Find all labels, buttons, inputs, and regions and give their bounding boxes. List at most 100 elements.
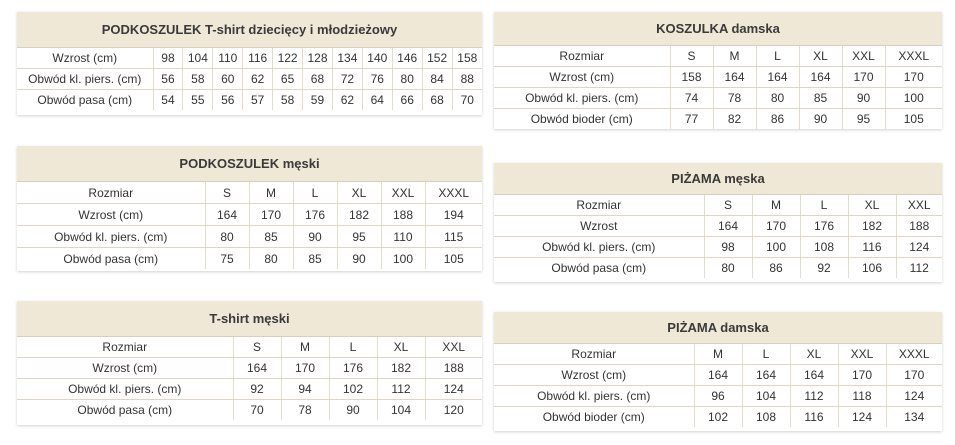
table-cell: 85 [292, 247, 337, 269]
table-cell: 74 [669, 87, 713, 109]
table-row: Obwód pasa (cm) 75 80 85 90 100 105 [17, 247, 482, 269]
table-cell: XL [376, 337, 425, 358]
size-table-title: PODKOSZULEK męski [17, 146, 482, 182]
size-table-pizama-damska: PIŻAMA damska Rozmiar M L XL XXL XXXL Wzrost (… [494, 312, 942, 431]
table-cell: 120 [424, 399, 482, 420]
table-cell: 170 [280, 357, 329, 379]
table-cell: 77 [669, 108, 713, 129]
table-cell: 100 [751, 236, 800, 258]
table-cell: 182 [376, 357, 425, 379]
table-cell: S [703, 195, 752, 216]
table-cell: 182 [336, 203, 381, 226]
table-cell: 124 [895, 236, 942, 258]
table-cell: XXXL [424, 182, 482, 204]
table-cell: 134 [885, 406, 942, 427]
table-cell: 170 [837, 364, 886, 386]
table-cell: XXXL [885, 344, 942, 365]
table-row: Obwód kl. piers. (cm) 80 85 90 95 110 115 [17, 225, 482, 248]
table-cell: XL [798, 46, 842, 67]
table-cell: 128 [302, 48, 333, 69]
table-cell: 176 [328, 357, 377, 379]
row-label: Obwód kl. piers. (cm) [17, 378, 233, 400]
table-cell: 164 [789, 364, 838, 386]
table-cell: S [232, 337, 281, 358]
table-cell: 92 [799, 257, 848, 278]
table-cell: 115 [424, 225, 482, 248]
table-cell: 116 [847, 236, 896, 258]
table-cell: 182 [847, 215, 896, 237]
table-cell: 188 [380, 203, 425, 226]
table-row: Wzrost (cm) 164 170 176 182 188 194 [17, 203, 482, 226]
table-cell: XXL [424, 337, 482, 358]
row-label: Wzrost (cm) [494, 364, 694, 386]
table-cell: 75 [204, 247, 249, 269]
table-cell: 100 [884, 87, 942, 109]
table-cell: 112 [895, 257, 942, 278]
table-cell: 55 [182, 89, 213, 110]
table-cell: 94 [280, 378, 329, 400]
size-table-grid: Rozmiar M L XL XXL XXXL Wzrost (cm) 164 164 164 17… [494, 344, 942, 427]
table-cell: 65 [272, 68, 303, 90]
table-cell: 146 [391, 48, 423, 69]
row-label: Rozmiar [17, 337, 233, 358]
size-table-title: T-shirt męski [17, 301, 482, 337]
row-label: Rozmiar [17, 182, 205, 204]
table-cell: XXL [837, 344, 886, 365]
row-label: Obwód kl. piers. (cm) [494, 236, 704, 258]
table-cell: M [712, 46, 756, 67]
row-label: Obwód pasa (cm) [63, 251, 159, 266]
table-cell: 105 [424, 247, 482, 269]
size-table-grid: Wzrost (cm) 98 104 110 116 122 128 134 140 146 152… [17, 48, 482, 110]
table-cell: 90 [292, 225, 337, 248]
table-cell: 84 [421, 68, 453, 90]
table-cell: 62 [331, 89, 363, 110]
table-cell: 176 [292, 203, 337, 226]
table-cell: 95 [841, 108, 885, 129]
size-table-title: PIŻAMA damska [494, 312, 942, 344]
table-row: Wzrost 164 170 176 182 188 [494, 215, 942, 237]
table-cell: XL [789, 344, 838, 365]
size-table-title: PIŻAMA męska [494, 163, 942, 195]
table-cell: 104 [741, 385, 790, 407]
table-cell: 112 [376, 378, 425, 400]
table-cell: 88 [451, 68, 482, 90]
table-cell: 158 [669, 66, 713, 88]
table-cell: 124 [424, 378, 482, 400]
table-cell: 90 [336, 247, 381, 269]
table-cell: 85 [248, 225, 293, 248]
table-cell: 90 [798, 108, 842, 129]
table-row: Rozmiar S M L XL XXL [494, 195, 942, 216]
table-row: Obwód kl. piers. (cm) 98 100 108 116 124 [494, 236, 942, 258]
row-label: Obwód kl. piers. (cm) [17, 225, 205, 248]
table-cell: 78 [280, 399, 329, 420]
row-label: Obwód pasa (cm) [37, 93, 133, 107]
table-cell: 106 [847, 257, 896, 278]
table-cell: XL [847, 195, 896, 216]
table-cell: 102 [693, 406, 742, 427]
table-cell: 108 [799, 236, 848, 258]
table-cell: 104 [182, 48, 213, 69]
table-cell: 164 [741, 364, 790, 386]
table-cell: 170 [248, 203, 293, 226]
table-cell: 86 [755, 108, 799, 129]
table-cell: 116 [789, 406, 838, 427]
table-row: Obwód bioder (cm) 102 108 116 124 134 [494, 406, 942, 427]
table-cell: M [693, 344, 742, 365]
table-cell: 170 [751, 215, 800, 237]
size-table-koszulka-damska: KOSZULKA damska Rozmiar S M L XL XXL XXXL Wzros… [494, 12, 942, 129]
table-cell: 110 [380, 225, 425, 248]
size-table-title: KOSZULKA damska [494, 12, 942, 46]
table-cell: 96 [693, 385, 742, 407]
table-cell: 124 [885, 385, 942, 407]
row-label: Wzrost [494, 215, 704, 237]
table-cell: XL [336, 182, 381, 204]
table-cell: 122 [272, 48, 303, 69]
table-cell: 170 [841, 66, 885, 88]
table-row: Obwód kl. piers. (cm) 56 58 60 62 65 68 72 76 80 8… [17, 68, 482, 90]
table-cell: 57 [242, 89, 273, 110]
table-cell: 68 [302, 68, 333, 90]
table-cell: 90 [841, 87, 885, 109]
size-table-kids: PODKOSZULEK T-shirt dziecięcy i młodzież… [17, 12, 482, 115]
table-cell: 56 [212, 89, 243, 110]
table-cell: M [280, 337, 329, 358]
